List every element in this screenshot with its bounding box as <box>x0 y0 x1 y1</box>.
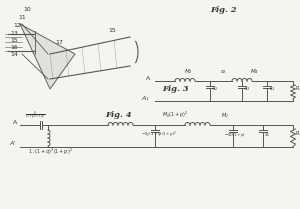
Text: $1:(1+q)^2(1+p)^2$: $1:(1+q)^2(1+p)^2$ <box>28 147 72 157</box>
Text: $M_2(1+p)^2$: $M_2(1+p)^2$ <box>162 110 188 120</box>
Text: A: A <box>146 76 150 81</box>
Text: 17: 17 <box>55 40 63 45</box>
Text: $M_2$: $M_2$ <box>184 67 192 76</box>
Text: 15: 15 <box>10 38 18 43</box>
Text: Fig. 2: Fig. 2 <box>210 6 237 14</box>
Text: A: A <box>13 120 17 125</box>
Text: $S_1$: $S_1$ <box>264 131 270 139</box>
Text: 16: 16 <box>10 45 18 50</box>
Text: $M_4$: $M_4$ <box>250 67 260 76</box>
Text: Fig. 3: Fig. 3 <box>162 85 189 93</box>
Text: 10: 10 <box>23 7 31 12</box>
Text: 14: 14 <box>10 52 18 57</box>
Text: $A_1$: $A_1$ <box>141 94 150 103</box>
Text: $s_2$: $s_2$ <box>212 85 218 93</box>
Text: $s_3$: $s_3$ <box>244 85 250 93</box>
Text: $-S_2(1+q)(1+p)^2$: $-S_2(1+q)(1+p)^2$ <box>141 130 177 140</box>
Text: $A'$: $A'$ <box>9 139 17 148</box>
Text: 13: 13 <box>10 31 18 36</box>
Text: R: R <box>295 86 299 91</box>
Polygon shape <box>20 24 75 89</box>
Text: $M_2$: $M_2$ <box>221 111 229 120</box>
Text: R: R <box>295 131 299 136</box>
Text: $\frac{S_2}{(1+p)(1+q)}$: $\frac{S_2}{(1+p)(1+q)}$ <box>25 110 46 123</box>
Text: $s_1$: $s_1$ <box>269 85 275 93</box>
Text: $-S_2(1+p)$: $-S_2(1+p)$ <box>224 131 246 139</box>
Text: $s_2$: $s_2$ <box>220 68 226 76</box>
Text: 11: 11 <box>18 15 26 20</box>
Text: 15: 15 <box>108 28 116 33</box>
Text: Fig. 4: Fig. 4 <box>105 111 132 119</box>
Text: 12: 12 <box>13 23 21 28</box>
